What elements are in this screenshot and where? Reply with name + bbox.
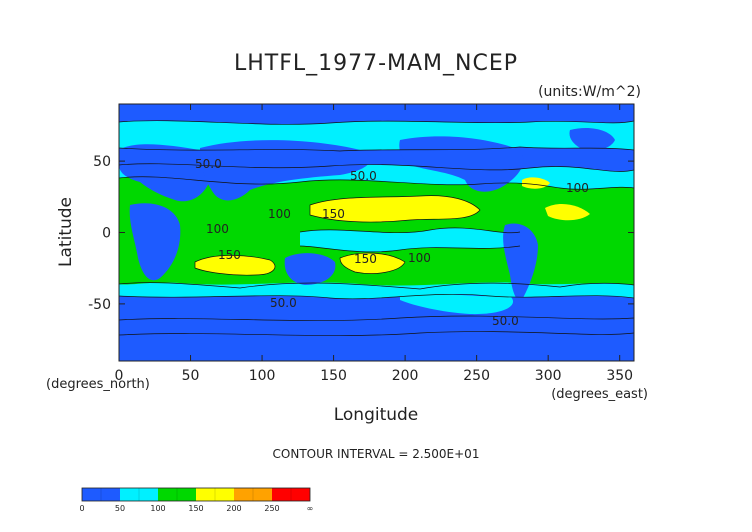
- yellow-indian: [195, 255, 275, 276]
- colorbar-swatch: [120, 488, 158, 501]
- x-axis: 0 50 100 150 200 250 300 350: [115, 104, 633, 384]
- colorbar-swatch: [82, 488, 120, 501]
- contour-label: 50.0: [350, 169, 377, 183]
- y-tick-label: 50: [93, 154, 111, 170]
- y-unit-label: (degrees_north): [46, 377, 150, 392]
- north-band: [119, 120, 634, 151]
- x-tick-label: 250: [463, 368, 490, 384]
- contour-label: 100: [268, 207, 291, 221]
- units-label: (units:W/m^2): [538, 84, 641, 100]
- contour-label: 100: [566, 181, 589, 195]
- contour-label: 50.0: [492, 314, 519, 328]
- contour-label: 100: [408, 251, 431, 265]
- equatorial-pocket: [300, 227, 520, 252]
- x-tick-label: 300: [535, 368, 562, 384]
- x-tick-label: 200: [392, 368, 419, 384]
- colorbar-tick-label: 100: [150, 504, 165, 513]
- colorbar-tick-label: 0: [79, 504, 84, 513]
- x-tick-label: 150: [320, 368, 347, 384]
- y-tick-label: 0: [102, 226, 111, 242]
- southern-cyan: [400, 293, 514, 315]
- land-greenland: [569, 128, 615, 150]
- y-axis: 50 0 -50: [88, 154, 634, 313]
- colorbar-swatch: [158, 488, 196, 501]
- x-axis-title: Longitude: [334, 405, 419, 425]
- contour-label-group: 50.0 50.0 100 150 100 150 150 100 50.0 5…: [195, 157, 589, 328]
- colorbar-tick-label: 250: [264, 504, 279, 513]
- contour-lines: [119, 120, 634, 336]
- colorbar-tick-label: 50: [115, 504, 125, 513]
- colorbar: 0 50 100 150 200 250 ∞: [79, 487, 314, 513]
- land-africa: [129, 203, 181, 281]
- chart-title: LHTFL_1977-MAM_NCEP: [234, 51, 518, 76]
- x-tick-label: 0: [115, 368, 124, 384]
- x-tick-label: 100: [249, 368, 276, 384]
- colorbar-swatch: [196, 488, 234, 501]
- y-axis-title: Latitude: [56, 197, 76, 267]
- yellow-atlantic: [545, 203, 590, 221]
- colorbar-frame: [81, 487, 311, 502]
- contour-interval-text: CONTOUR INTERVAL = 2.500E+01: [273, 447, 480, 461]
- colorbar-tick-label: 150: [188, 504, 203, 513]
- heatmap-field: 50.0 50.0 100 150 100 150 150 100 50.0 5…: [119, 104, 634, 361]
- y-tick-label: -50: [88, 297, 111, 313]
- land-asia: [200, 140, 371, 201]
- colorbar-tick-label: ∞: [307, 504, 314, 513]
- yellow-south-pacific: [340, 253, 405, 274]
- contour-label: 150: [354, 252, 377, 266]
- contour-label: 150: [218, 248, 241, 262]
- contour-label: 50.0: [195, 157, 222, 171]
- contour-label: 100: [206, 222, 229, 236]
- land-south-america: [503, 223, 538, 301]
- yellow-gulfstream: [522, 177, 550, 189]
- yellow-north-pacific: [310, 195, 480, 223]
- x-unit-label: (degrees_east): [551, 387, 648, 402]
- colorbar-swatch: [272, 488, 310, 501]
- colorbar-swatch: [234, 488, 272, 501]
- land-eurasia-west: [119, 144, 216, 202]
- land-north-america: [399, 136, 524, 192]
- contour-label: 150: [322, 207, 345, 221]
- contour-label: 50.0: [270, 296, 297, 310]
- x-tick-label: 350: [606, 368, 633, 384]
- colorbar-tick-label: 200: [226, 504, 241, 513]
- land-australia: [284, 253, 336, 285]
- x-tick-label: 50: [182, 368, 200, 384]
